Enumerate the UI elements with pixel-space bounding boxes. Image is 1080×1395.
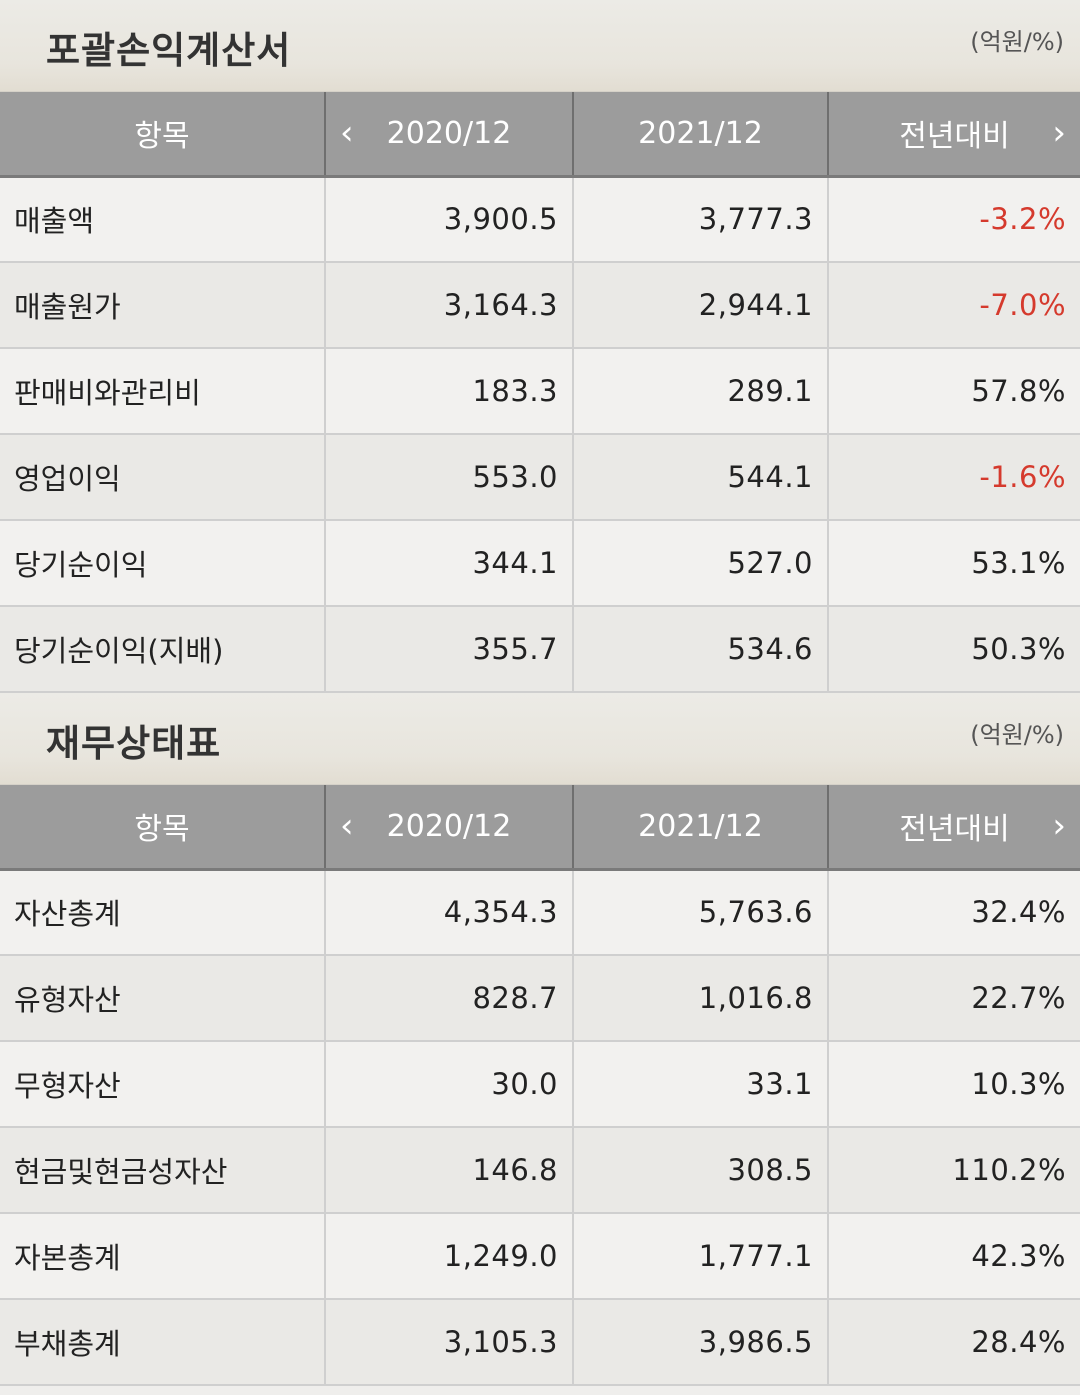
- value-yoy: 50.3%: [828, 606, 1080, 693]
- value-2020: 553.0: [325, 434, 574, 521]
- chevron-left-icon[interactable]: ‹: [340, 113, 354, 154]
- chevron-left-icon[interactable]: ‹: [340, 806, 354, 847]
- income-statement-header: 포괄손익계산서 (억원/%): [0, 0, 1080, 92]
- value-2021: 308.5: [573, 1127, 829, 1214]
- table-row: 매출원가 3,164.3 2,944.1 -7.0%: [0, 262, 1080, 349]
- header-yoy: 전년대비 ›: [828, 92, 1080, 178]
- unit-label: (억원/%): [970, 721, 1064, 749]
- table-row: 판매비와관리비 183.3 289.1 57.8%: [0, 348, 1080, 435]
- value-2021: 2,944.1: [573, 262, 829, 349]
- value-2020: 3,164.3: [325, 262, 574, 349]
- value-2021: 534.6: [573, 606, 829, 693]
- value-2021: 3,986.5: [573, 1299, 829, 1386]
- table-row: 당기순이익(지배) 355.7 534.6 50.3%: [0, 606, 1080, 693]
- table-row: 매출액 3,900.5 3,777.3 -3.2%: [0, 176, 1080, 263]
- value-yoy: 10.3%: [828, 1041, 1080, 1128]
- table-header-row: 항목 ‹ 2020/12 2021/12 전년대비 ›: [0, 785, 1080, 871]
- value-2021: 1,016.8: [573, 955, 829, 1042]
- value-yoy: -1.6%: [828, 434, 1080, 521]
- chevron-right-icon[interactable]: ›: [1052, 113, 1066, 154]
- value-2020: 30.0: [325, 1041, 574, 1128]
- row-label: 현금및현금성자산: [0, 1127, 326, 1214]
- header-2021: 2021/12: [573, 785, 829, 871]
- row-label: 영업이익: [0, 434, 326, 521]
- table-row: 부채총계 3,105.3 3,986.5 28.4%: [0, 1299, 1080, 1386]
- value-yoy: -7.0%: [828, 262, 1080, 349]
- row-label: 자산총계: [0, 869, 326, 956]
- row-label: 자본총계: [0, 1213, 326, 1300]
- row-label: 판매비와관리비: [0, 348, 326, 435]
- table-row: 무형자산 30.0 33.1 10.3%: [0, 1041, 1080, 1128]
- value-2021: 3,777.3: [573, 176, 829, 263]
- unit-label: (억원/%): [970, 28, 1064, 56]
- row-label: 매출원가: [0, 262, 326, 349]
- value-2020: 4,354.3: [325, 869, 574, 956]
- value-2020: 1,249.0: [325, 1213, 574, 1300]
- chevron-right-icon[interactable]: ›: [1052, 806, 1066, 847]
- value-2021: 527.0: [573, 520, 829, 607]
- table-row: 자산총계 4,354.3 5,763.6 32.4%: [0, 869, 1080, 956]
- value-2020: 828.7: [325, 955, 574, 1042]
- value-2020: 3,900.5: [325, 176, 574, 263]
- value-2021: 544.1: [573, 434, 829, 521]
- section-title: 재무상태표: [46, 722, 222, 765]
- table-row: 자본총계 1,249.0 1,777.1 42.3%: [0, 1213, 1080, 1300]
- value-2021: 1,777.1: [573, 1213, 829, 1300]
- table-row: 당기순이익 344.1 527.0 53.1%: [0, 520, 1080, 607]
- table-row: 유형자산 828.7 1,016.8 22.7%: [0, 955, 1080, 1042]
- table-row: 영업이익 553.0 544.1 -1.6%: [0, 434, 1080, 521]
- value-2020: 355.7: [325, 606, 574, 693]
- value-2021: 289.1: [573, 348, 829, 435]
- value-yoy: 53.1%: [828, 520, 1080, 607]
- header-item: 항목: [0, 92, 326, 178]
- value-2021: 33.1: [573, 1041, 829, 1128]
- balance-sheet-header: 재무상태표 (억원/%): [0, 693, 1080, 785]
- value-yoy: 22.7%: [828, 955, 1080, 1042]
- value-yoy: 32.4%: [828, 869, 1080, 956]
- row-label: 당기순이익(지배): [0, 606, 326, 693]
- row-label: 매출액: [0, 176, 326, 263]
- header-2020: ‹ 2020/12: [325, 92, 574, 178]
- value-2020: 344.1: [325, 520, 574, 607]
- value-2021: 5,763.6: [573, 869, 829, 956]
- header-item: 항목: [0, 785, 326, 871]
- value-2020: 183.3: [325, 348, 574, 435]
- value-2020: 3,105.3: [325, 1299, 574, 1386]
- row-label: 무형자산: [0, 1041, 326, 1128]
- section-title: 포괄손익계산서: [46, 29, 292, 72]
- table-row: 현금및현금성자산 146.8 308.5 110.2%: [0, 1127, 1080, 1214]
- row-label: 당기순이익: [0, 520, 326, 607]
- value-yoy: 28.4%: [828, 1299, 1080, 1386]
- header-2021: 2021/12: [573, 92, 829, 178]
- income-statement-table: 항목 ‹ 2020/12 2021/12 전년대비 › 매출액 3,900.5 …: [0, 92, 1080, 693]
- value-yoy: 57.8%: [828, 348, 1080, 435]
- value-yoy: 42.3%: [828, 1213, 1080, 1300]
- header-yoy: 전년대비 ›: [828, 785, 1080, 871]
- value-yoy: -3.2%: [828, 176, 1080, 263]
- row-label: 유형자산: [0, 955, 326, 1042]
- header-2020: ‹ 2020/12: [325, 785, 574, 871]
- table-header-row: 항목 ‹ 2020/12 2021/12 전년대비 ›: [0, 92, 1080, 178]
- balance-sheet-table: 항목 ‹ 2020/12 2021/12 전년대비 › 자산총계 4,354.3…: [0, 785, 1080, 1386]
- row-label: 부채총계: [0, 1299, 326, 1386]
- value-2020: 146.8: [325, 1127, 574, 1214]
- value-yoy: 110.2%: [828, 1127, 1080, 1214]
